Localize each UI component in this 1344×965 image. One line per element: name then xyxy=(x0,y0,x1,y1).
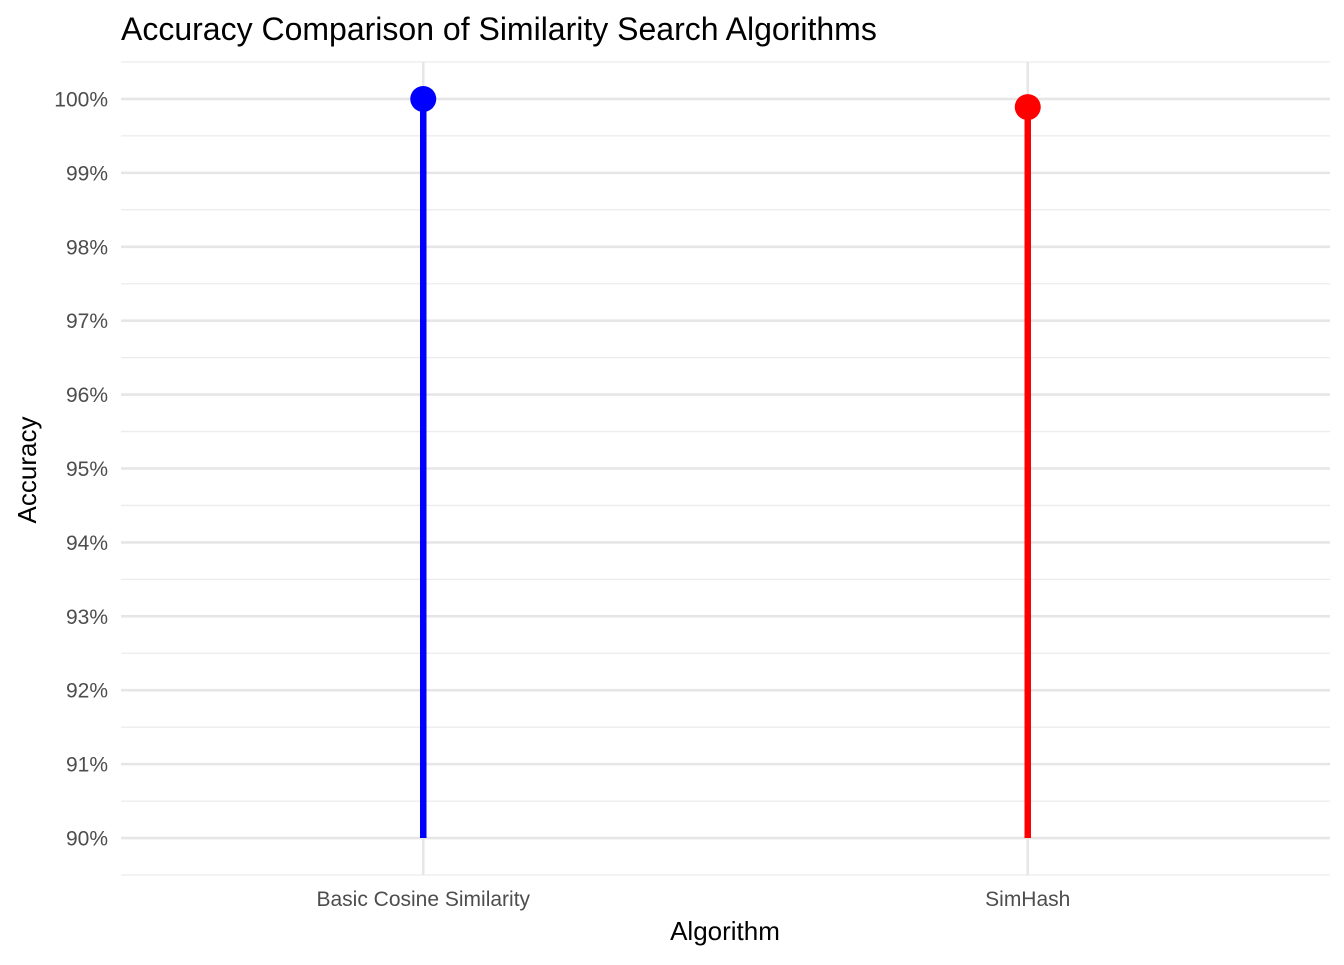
y-tick-label: 92% xyxy=(66,680,108,703)
y-axis-title: Accuracy xyxy=(12,417,42,524)
lollipop-point xyxy=(410,85,437,112)
lollipop-point xyxy=(1014,94,1041,121)
x-axis: Basic Cosine Similarity SimHash xyxy=(316,888,1070,911)
y-tick-label: 99% xyxy=(66,162,108,185)
x-axis-title: Algorithm xyxy=(670,916,780,946)
y-tick-label: 96% xyxy=(66,384,108,407)
y-tick-label: 94% xyxy=(66,532,108,555)
y-tick-label: 97% xyxy=(66,310,108,333)
data-marks xyxy=(410,85,1041,839)
chart-title: Accuracy Comparison of Similarity Search… xyxy=(121,11,877,47)
x-tick-label: Basic Cosine Similarity xyxy=(316,888,530,911)
y-tick-label: 93% xyxy=(66,606,108,629)
y-axis: 90% 91% 92% 93% 94% 95% 96% 97% 98% 99% 100% xyxy=(54,88,108,850)
y-tick-label: 90% xyxy=(66,828,108,851)
y-tick-label: 98% xyxy=(66,236,108,259)
y-tick-label: 100% xyxy=(54,88,108,111)
x-tick-label: SimHash xyxy=(985,888,1070,911)
grid-layer xyxy=(121,61,1330,876)
y-tick-label: 95% xyxy=(66,458,108,481)
y-tick-label: 91% xyxy=(66,754,108,777)
